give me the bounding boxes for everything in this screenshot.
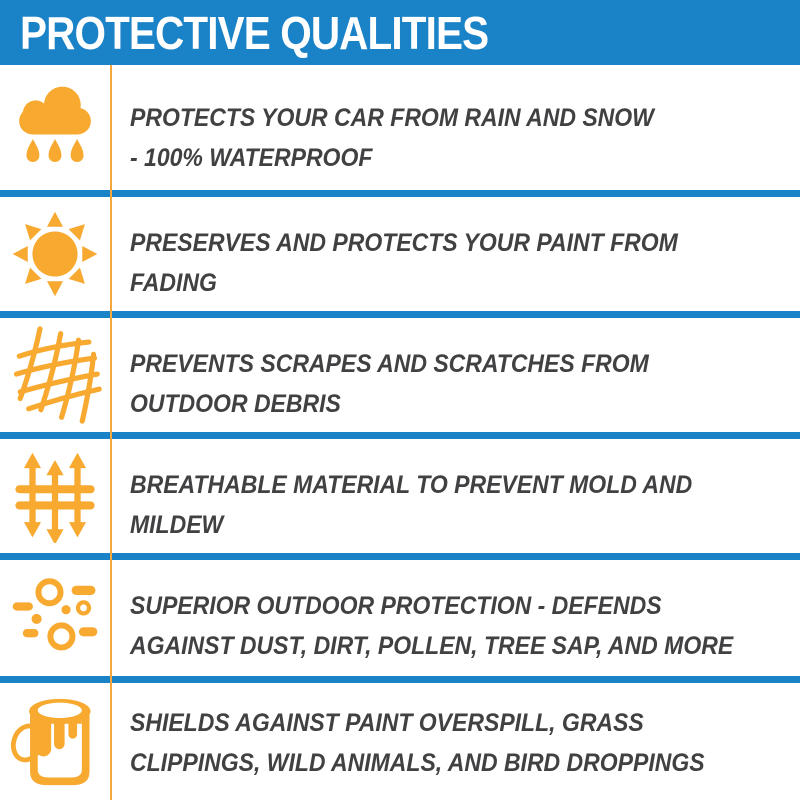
feature-text: SUPERIOR OUTDOOR PROTECTION - DEFENDS AG…	[130, 560, 733, 676]
icon-cell	[0, 439, 110, 553]
page-title: PROTECTIVE QUALITIES	[20, 6, 489, 59]
rain-cloud-icon	[19, 86, 91, 162]
icon-cell	[0, 683, 110, 800]
feature-row-dust: SUPERIOR OUTDOOR PROTECTION - DEFENDS AG…	[0, 560, 800, 676]
feature-line: BREATHABLE MATERIAL TO PREVENT MOLD AND	[130, 471, 693, 499]
feature-row-breathable: BREATHABLE MATERIAL TO PREVENT MOLD AND …	[0, 439, 800, 553]
section-divider	[0, 553, 800, 560]
vertical-accent-line	[110, 65, 112, 800]
feature-line: OUTDOOR DEBRIS	[130, 390, 341, 418]
icon-cell	[0, 65, 110, 190]
feature-line: - 100% WATERPROOF	[130, 144, 373, 172]
feature-text: PROTECTS YOUR CAR FROM RAIN AND SNOW - 1…	[130, 65, 654, 190]
feature-line: SHIELDS AGAINST PAINT OVERSPILL, GRASS	[130, 709, 644, 737]
paint-bucket-icon	[10, 698, 91, 785]
feature-line: AGAINST DUST, DIRT, POLLEN, TREE SAP, AN…	[130, 632, 734, 660]
feature-text: SHIELDS AGAINST PAINT OVERSPILL, GRASS C…	[130, 683, 705, 800]
feature-row-scratches: PREVENTS SCRAPES AND SCRATCHES FROM OUTD…	[0, 318, 800, 432]
icon-cell	[0, 318, 110, 432]
feature-line: FADING	[130, 269, 217, 297]
feature-line: PROTECTS YOUR CAR FROM RAIN AND SNOW	[130, 104, 654, 132]
feature-line: MILDEW	[130, 511, 224, 539]
section-divider	[0, 190, 800, 197]
net-icon	[13, 326, 102, 424]
section-divider	[0, 432, 800, 439]
icon-cell	[0, 560, 110, 676]
dust-particles-icon	[12, 578, 98, 651]
feature-line: CLIPPINGS, WILD ANIMALS, AND BIRD DROPPI…	[130, 749, 705, 777]
header-bar: PROTECTIVE QUALITIES	[0, 0, 800, 65]
sun-icon	[12, 211, 98, 297]
section-divider	[0, 311, 800, 318]
feature-row-fading: PRESERVES AND PROTECTS YOUR PAINT FROM F…	[0, 197, 800, 311]
feature-row-waterproof: PROTECTS YOUR CAR FROM RAIN AND SNOW - 1…	[0, 65, 800, 190]
feature-text: PRESERVES AND PROTECTS YOUR PAINT FROM F…	[130, 197, 678, 311]
section-divider	[0, 676, 800, 683]
feature-text: PREVENTS SCRAPES AND SCRATCHES FROM OUTD…	[130, 318, 649, 432]
breathable-arrows-icon	[15, 452, 95, 543]
feature-row-spills: SHIELDS AGAINST PAINT OVERSPILL, GRASS C…	[0, 683, 800, 800]
icon-cell	[0, 197, 110, 311]
feature-text: BREATHABLE MATERIAL TO PREVENT MOLD AND …	[130, 439, 692, 553]
feature-line: PRESERVES AND PROTECTS YOUR PAINT FROM	[130, 229, 678, 257]
feature-line: SUPERIOR OUTDOOR PROTECTION - DEFENDS	[130, 592, 662, 620]
feature-line: PREVENTS SCRAPES AND SCRATCHES FROM	[130, 350, 649, 378]
